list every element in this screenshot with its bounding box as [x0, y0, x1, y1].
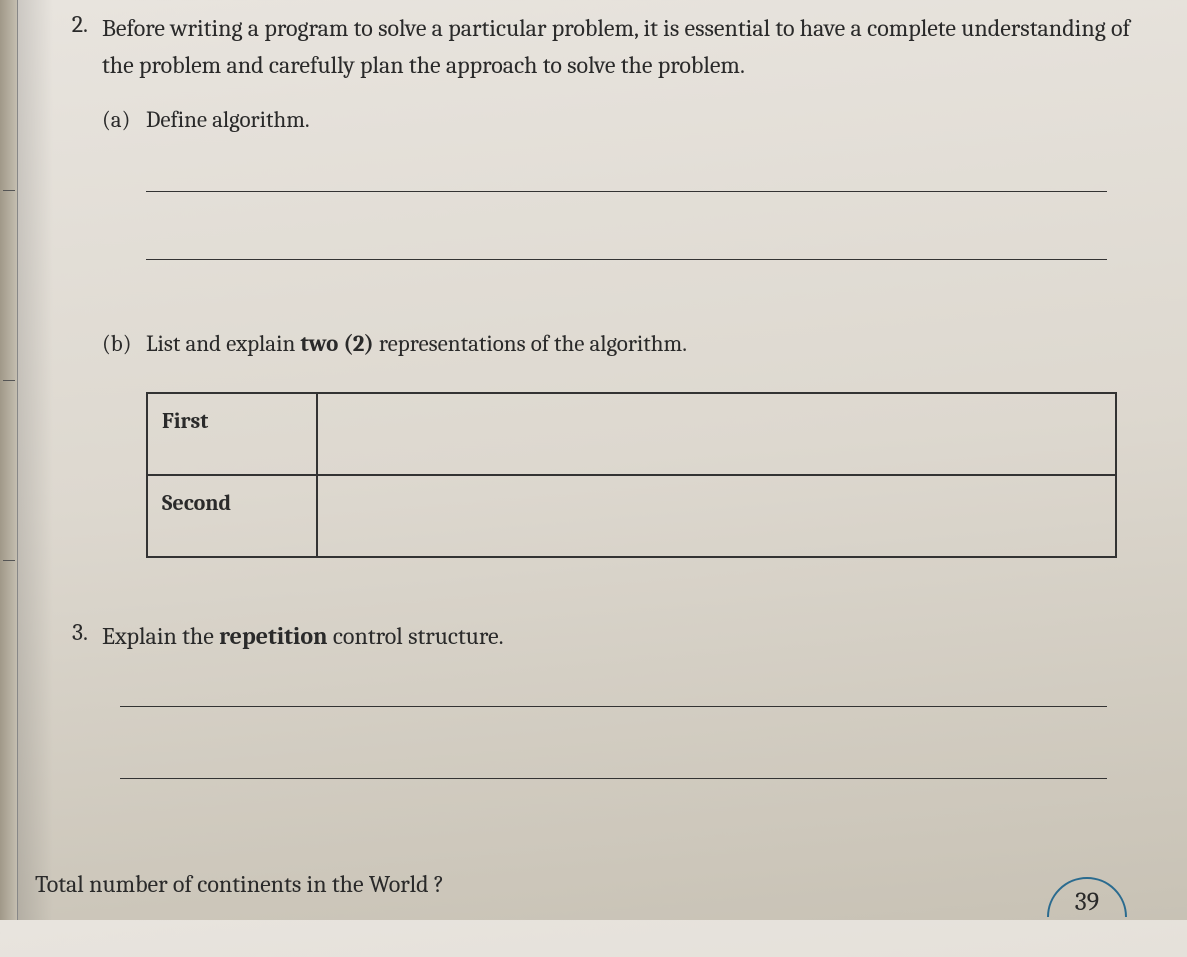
page-number: 39 — [1047, 887, 1127, 917]
question-3-number: 3. — [60, 618, 102, 849]
footer-trivia: Total number of continents in the World … — [35, 870, 444, 898]
question-3-prompt-post: control structure. — [328, 622, 504, 650]
question-2b-table: First Second — [146, 392, 1117, 558]
table-row1-label: First — [147, 393, 317, 475]
question-2b: (b) List and explain two (2) representat… — [102, 326, 1137, 362]
table-row2-label: Second — [147, 475, 317, 557]
question-2-number: 2. — [60, 10, 102, 603]
question-3: 3. Explain the repetition control struct… — [60, 618, 1137, 849]
table-row2-answer[interactable] — [317, 475, 1116, 557]
question-2b-prompt: List and explain two (2) representations… — [146, 326, 1137, 362]
question-2: 2. Before writing a program to solve a p… — [60, 10, 1137, 603]
question-3-prompt-pre: Explain the — [102, 622, 219, 650]
question-2b-prompt-post: representations of the algorithm. — [374, 330, 687, 357]
question-2b-prompt-bold: two (2) — [300, 330, 373, 357]
question-2-stem: Before writing a program to solve a part… — [102, 10, 1137, 84]
answer-line[interactable] — [120, 705, 1107, 707]
table-row: First — [147, 393, 1116, 475]
question-2b-prompt-pre: List and explain — [146, 330, 300, 357]
question-3-answer-area — [120, 705, 1107, 779]
answer-line[interactable] — [146, 258, 1107, 260]
question-3-body: Explain the repetition control structure… — [102, 618, 1137, 849]
question-3-prompt-bold: repetition — [219, 622, 327, 650]
question-2a-answer-area — [146, 190, 1107, 260]
question-2a: (a) Define algorithm. — [102, 102, 1137, 138]
answer-line[interactable] — [146, 190, 1107, 192]
table-row1-answer[interactable] — [317, 393, 1116, 475]
table-row: Second — [147, 475, 1116, 557]
question-2b-table-wrap: First Second — [146, 392, 1117, 558]
question-2-body: Before writing a program to solve a part… — [102, 10, 1137, 603]
question-2a-label: (a) — [102, 102, 146, 138]
question-2b-label: (b) — [102, 326, 146, 362]
page-content: 2. Before writing a program to solve a p… — [0, 0, 1187, 849]
question-3-prompt: Explain the repetition control structure… — [102, 618, 1137, 655]
answer-line[interactable] — [120, 777, 1107, 779]
question-2a-prompt: Define algorithm. — [146, 102, 1137, 138]
page-number-wrap: 39 — [1047, 865, 1127, 920]
